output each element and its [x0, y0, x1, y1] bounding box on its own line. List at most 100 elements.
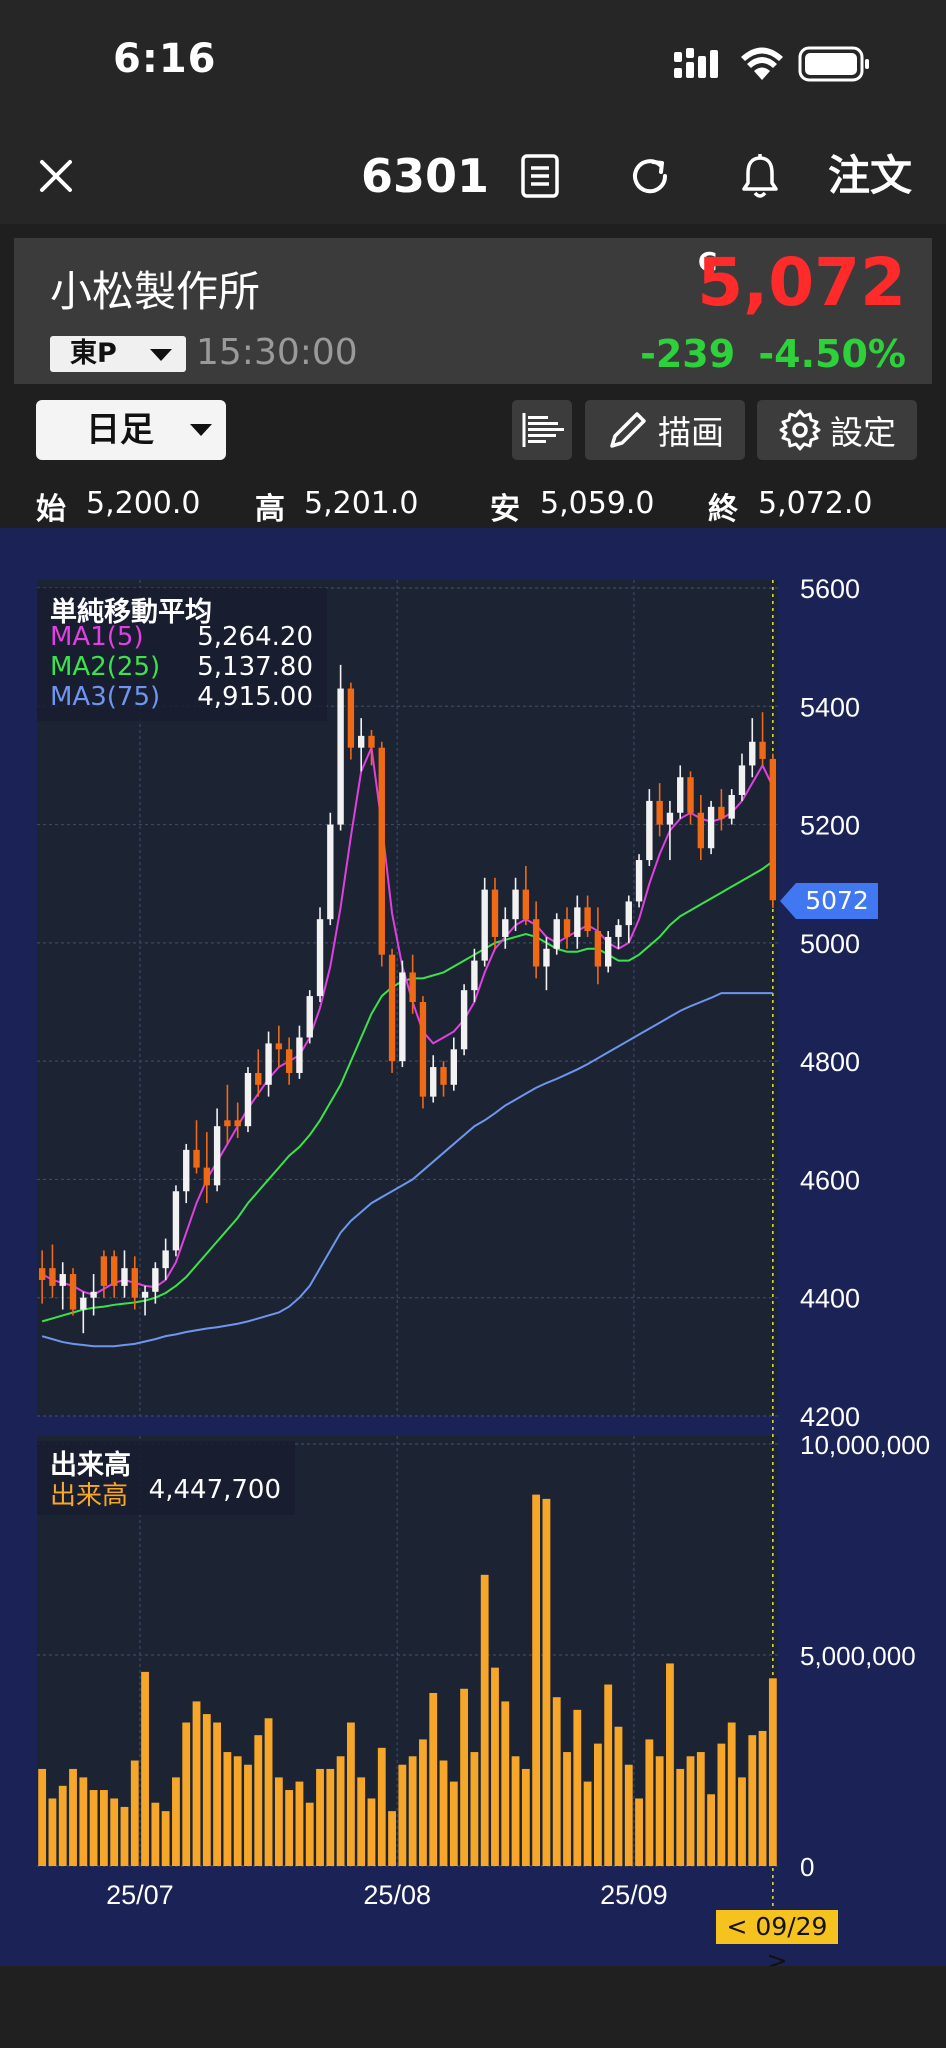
volume-bar: [676, 1768, 685, 1866]
date-axis-label: 25/08: [363, 1880, 431, 1910]
high-label: 高: [255, 492, 285, 527]
close-label: 終: [708, 492, 738, 527]
candle-body: [378, 747, 385, 955]
candle-body: [172, 1191, 180, 1251]
candle-body: [502, 919, 509, 937]
refresh-button[interactable]: [620, 144, 680, 208]
volume-bar: [645, 1739, 654, 1866]
price-axis-label: 5000: [800, 929, 860, 959]
ticker-code: 6301: [360, 149, 490, 203]
candle-body: [285, 1049, 293, 1073]
draw-label: 描画: [658, 413, 724, 452]
status-time: 6:16: [113, 36, 217, 82]
volume-bar: [38, 1768, 47, 1866]
low-label: 安: [490, 492, 520, 527]
volume-bar: [305, 1802, 314, 1866]
volume-bar: [254, 1735, 263, 1866]
candle-body: [666, 812, 674, 825]
alert-button[interactable]: [730, 144, 790, 208]
volume-bar: [336, 1756, 345, 1866]
candle-body: [738, 765, 746, 795]
market-select[interactable]: 東P: [50, 336, 186, 372]
close-button[interactable]: [28, 144, 84, 208]
volume-axis-label: 0: [800, 1852, 814, 1882]
candle-body: [646, 800, 653, 861]
order-button[interactable]: 注文: [827, 151, 912, 200]
volume-bar: [99, 1790, 108, 1866]
volume-bar: [58, 1785, 67, 1866]
candle-body: [141, 1291, 149, 1298]
settings-button[interactable]: 設定: [757, 400, 917, 460]
battery-icon: [798, 46, 869, 82]
candle-body: [625, 901, 632, 926]
chevron-down-icon: [150, 349, 172, 361]
volume-bar: [542, 1498, 551, 1866]
volume-bar: [470, 1752, 479, 1866]
candle-body: [121, 1268, 128, 1286]
candle-body: [316, 919, 324, 997]
price-axis-label: 5400: [800, 692, 860, 722]
close-value: 5,072.0: [758, 486, 873, 521]
status-bar: 6:16: [0, 0, 946, 128]
volume-bar: [89, 1790, 98, 1866]
price-axis-label: 4400: [800, 1284, 860, 1314]
candle-body: [584, 907, 591, 932]
volume-bar: [110, 1798, 119, 1866]
date-axis-label: 25/09: [600, 1880, 668, 1910]
candle-body: [687, 777, 694, 813]
volume-bar: [233, 1756, 242, 1866]
candle-body: [265, 1043, 272, 1085]
volume-bar: [491, 1667, 499, 1866]
settings-label: 設定: [830, 413, 896, 452]
gear-icon: [779, 409, 821, 451]
candle-body: [656, 800, 663, 825]
chevron-down-icon: [190, 424, 212, 436]
bottom-bar: [0, 1966, 946, 2048]
news-button[interactable]: [510, 144, 570, 208]
candle-body: [337, 688, 344, 825]
candle-body: [450, 1049, 458, 1085]
volume-profile-button[interactable]: [512, 400, 572, 460]
candle-body: [543, 948, 550, 967]
volume-bar: [377, 1747, 386, 1866]
candle-body: [460, 990, 468, 1050]
volume-bar: [614, 1726, 623, 1866]
price-chart[interactable]: 5600 5400 5200 5000 4800 4600 4400 4200 25/07 25/…: [0, 528, 946, 1966]
period-select[interactable]: 日足: [36, 400, 226, 460]
open-label: 始: [36, 492, 66, 527]
volume-bar: [357, 1777, 366, 1866]
wifi-icon: [741, 47, 783, 80]
ma2-label: MA2(25): [50, 652, 161, 682]
volume-bar: [161, 1811, 170, 1866]
change-percent: -4.50%: [758, 332, 906, 376]
volume-bar: [223, 1752, 232, 1866]
candle-body: [275, 1043, 283, 1050]
volume-bar: [738, 1777, 746, 1866]
draw-button[interactable]: 描画: [585, 400, 745, 460]
candle-body: [677, 777, 684, 813]
volume-bar: [141, 1671, 149, 1866]
ma1-label: MA1(5): [50, 622, 144, 652]
candle-body: [162, 1250, 169, 1269]
price-axis-label: 5600: [800, 574, 860, 604]
candle-body: [69, 1274, 77, 1310]
date-navigator[interactable]: < 09/29 >: [716, 1910, 838, 1975]
candle-body: [183, 1149, 190, 1192]
candle-body: [255, 1072, 262, 1085]
volume-bar: [388, 1811, 396, 1866]
close-icon: [40, 160, 72, 192]
current-price: 5,072: [697, 244, 906, 321]
candle-body: [471, 960, 478, 991]
volume-bar: [439, 1760, 448, 1866]
top-bar: 6301 注文: [0, 128, 946, 224]
last-price-tag: 5072: [780, 883, 878, 919]
document-icon: [521, 154, 559, 198]
pencil-icon: [610, 412, 646, 448]
volume-legend-title: 出来高: [50, 1450, 131, 1481]
volume-bar: [686, 1756, 695, 1866]
candle-body: [604, 936, 612, 967]
ma2-value: 5,137.80: [197, 652, 313, 682]
ma-legend-title: 単純移動平均: [50, 597, 212, 628]
volume-bar: [48, 1798, 57, 1866]
volume-bar: [593, 1743, 602, 1866]
